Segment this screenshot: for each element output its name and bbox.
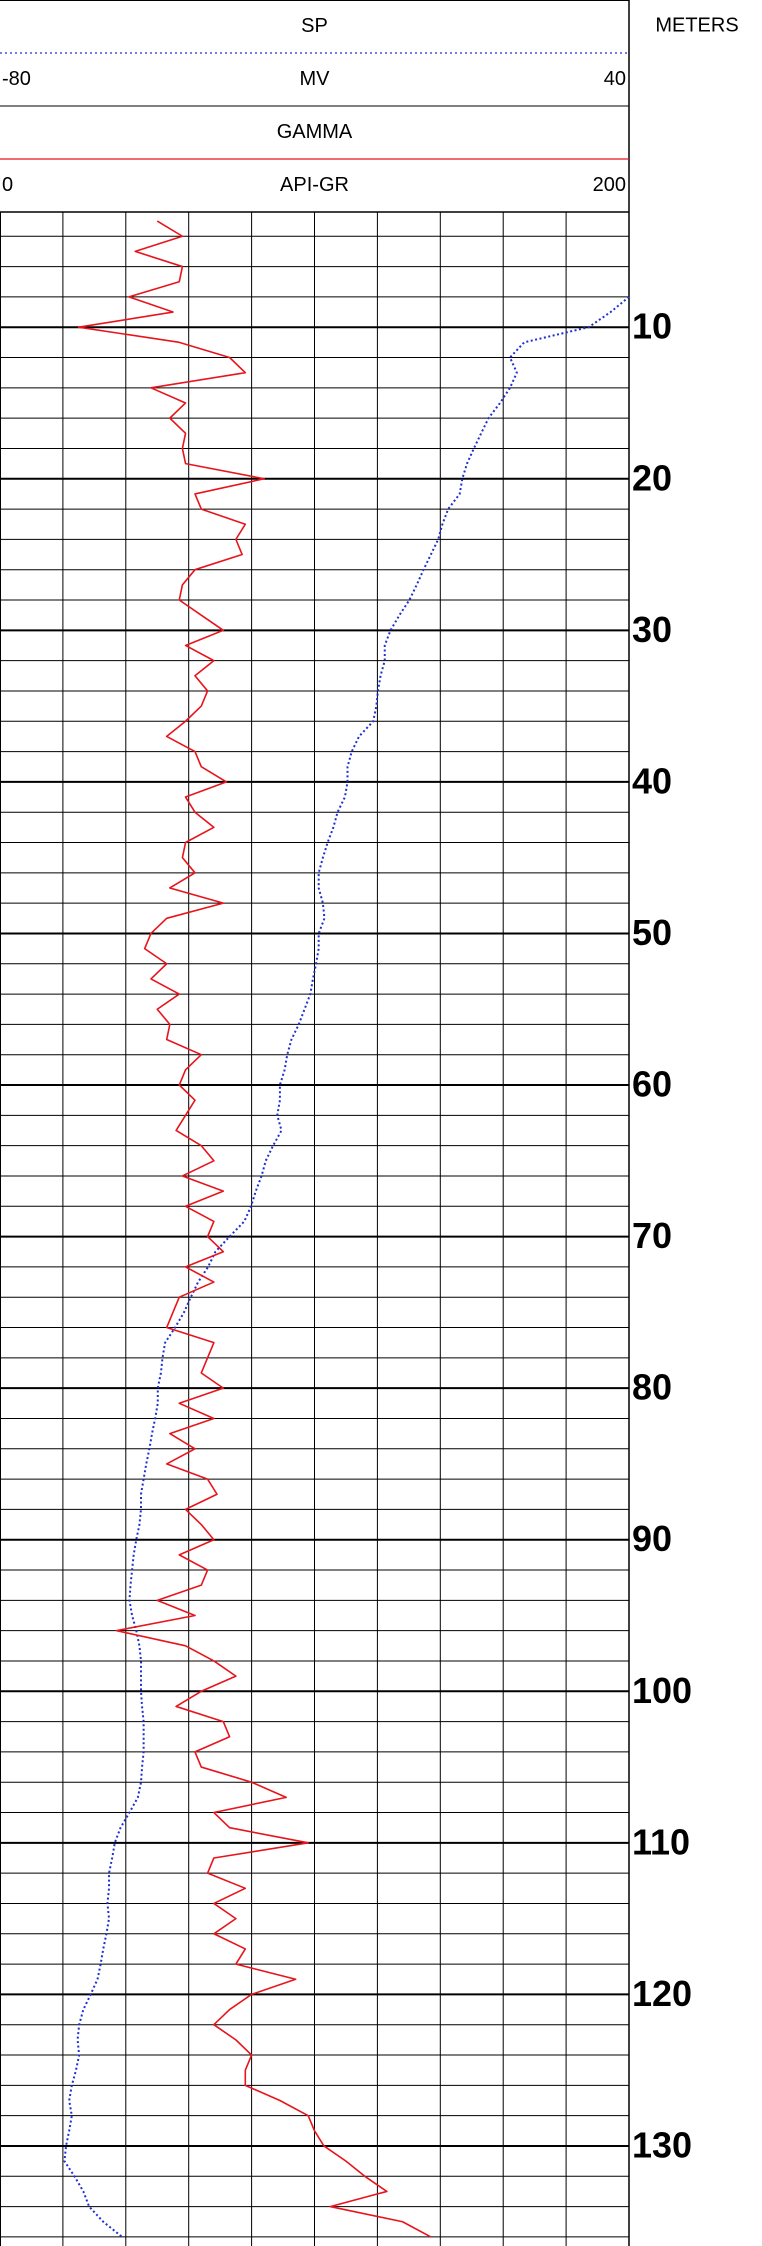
curve-unit: MV xyxy=(300,68,331,90)
y-tick-label: 60 xyxy=(632,1064,672,1105)
y-tick-label: 80 xyxy=(632,1367,672,1408)
curve-name: GAMMA xyxy=(277,121,353,143)
x-tick-label: 0 xyxy=(2,174,13,196)
y-tick-label: 120 xyxy=(632,1973,692,2014)
y-tick-label: 110 xyxy=(632,1821,690,1862)
y-tick-label: 90 xyxy=(632,1518,672,1559)
x-tick-label: 40 xyxy=(604,68,626,90)
y-tick-label: 40 xyxy=(632,760,672,801)
y-tick-label: 10 xyxy=(632,306,672,347)
y-tick-label: 30 xyxy=(632,609,672,650)
curve-name: SP xyxy=(301,15,328,37)
curve-unit: API-GR xyxy=(280,174,349,196)
x-tick-label: 200 xyxy=(593,174,626,196)
y-tick-label: 100 xyxy=(632,1670,692,1711)
y-tick-label: 130 xyxy=(632,2124,692,2165)
x-tick-label: -80 xyxy=(2,68,31,90)
depth-axis-label: METERS xyxy=(655,14,738,36)
y-tick-label: 20 xyxy=(632,457,672,498)
y-tick-label: 50 xyxy=(632,912,672,953)
curve xyxy=(77,220,432,2238)
y-tick-label: 70 xyxy=(632,1215,672,1256)
